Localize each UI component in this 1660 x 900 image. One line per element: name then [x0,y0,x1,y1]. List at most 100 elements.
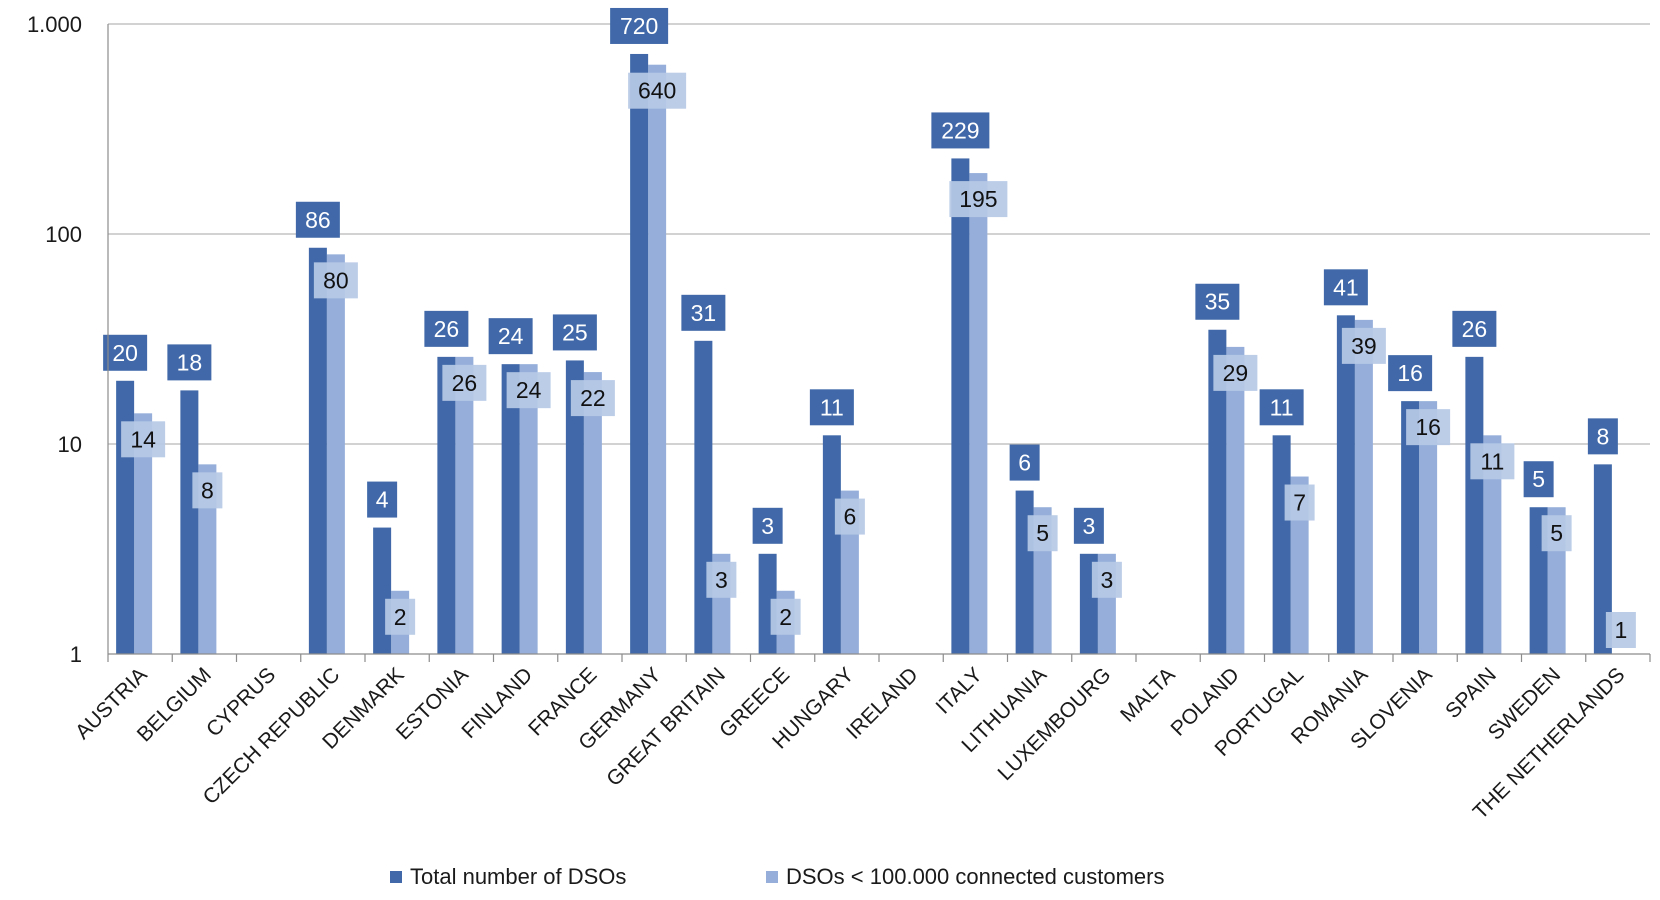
y-axis-ticks: 1 10 100 1.000 [27,12,82,667]
data-label-total: 18 [177,349,203,375]
bar-total-dsos [822,435,841,654]
bar-total-dsos [951,158,970,654]
data-label-small: 640 [638,78,676,104]
bar-small-dsos [969,173,988,655]
data-label-total: 25 [562,319,588,345]
data-label-total: 26 [434,316,460,342]
label-box-small [770,598,801,635]
data-label-total: 24 [498,323,524,349]
data-label-total: 5 [1532,466,1545,492]
data-label-total: 11 [820,394,844,420]
data-labels: 2014188868042262624242522720640313321162… [103,7,1636,648]
label-box-small [385,598,416,635]
label-box-total [1523,461,1554,498]
bar-total-dsos [437,356,456,654]
data-label-small: 26 [452,370,478,396]
bar-total-dsos [180,390,199,654]
category-label: LUXEMBOURG [994,663,1116,785]
label-box-total [931,112,990,149]
y-tick-label: 1 [70,642,82,667]
bar-small-dsos [648,64,667,654]
label-box-total [809,389,854,426]
bar-small-dsos [1419,401,1438,654]
label-box-total [103,334,148,371]
bar-total-dsos [1465,356,1484,654]
label-box-total [1195,283,1240,320]
label-box-small [313,262,358,299]
data-label-small: 2 [394,604,407,630]
label-box-total [1009,444,1040,481]
bar-small-dsos [519,364,538,654]
label-box-total [1073,507,1104,544]
bar-small-dsos [1354,319,1373,654]
data-label-total: 26 [1462,316,1488,342]
label-box-total [167,344,212,381]
data-label-small: 29 [1223,360,1249,386]
legend-label-small: DSOs < 100.000 connected customers [786,864,1165,889]
label-box-small [121,421,166,458]
label-box-total [1587,418,1618,455]
label-box-total [1452,310,1497,347]
label-box-small [628,72,687,109]
label-box-small [706,561,737,598]
bar-total-dsos [1015,490,1034,654]
data-label-total: 31 [691,300,717,326]
category-label: MALTA [1116,663,1180,727]
label-box-total [1388,355,1433,392]
data-label-small: 3 [1100,567,1113,593]
label-box-small [1541,515,1572,552]
label-box-small [192,472,223,509]
data-label-small: 1 [1614,617,1627,643]
y-tick-label: 10 [58,432,82,457]
y-tick-label: 100 [45,222,82,247]
bar-total-dsos [1593,464,1612,654]
category-label: FINLAND [457,663,537,743]
label-box-small [1406,409,1451,446]
data-label-small: 5 [1550,520,1563,546]
label-box-total [488,318,533,355]
data-label-total: 35 [1205,289,1231,315]
data-label-small: 7 [1293,490,1306,516]
label-box-small [834,498,865,535]
data-label-small: 80 [323,267,349,293]
bar-total-dsos [1336,315,1355,654]
data-label-total: 720 [620,13,658,39]
data-label-small: 195 [959,186,997,212]
label-box-small [442,364,487,401]
data-label-small: 3 [715,567,728,593]
bar-total-dsos [694,340,713,654]
bar-small-dsos [1483,435,1502,654]
bar-small-dsos [198,464,217,654]
data-label-total: 4 [376,487,389,513]
legend-item-total: Total number of DSOs [390,862,626,892]
bar-total-dsos [1272,435,1291,654]
data-label-small: 5 [1036,520,1049,546]
label-box-total [1323,269,1368,306]
legend-swatch-small [766,871,778,883]
label-box-small [1605,612,1636,648]
bar-total-dsos [373,527,392,654]
bar-small-dsos [1226,346,1245,654]
label-box-total [367,481,398,518]
label-box-small [1470,443,1515,480]
bar-small-dsos [455,356,474,654]
label-box-total [610,7,669,44]
category-label: GREAT BRITAIN [602,663,730,791]
bar-small-dsos [1290,476,1309,654]
label-box-total [552,314,597,351]
bar-small-dsos [134,413,153,654]
data-label-total: 229 [941,117,979,143]
label-box-small [1027,515,1058,552]
data-label-small: 2 [779,604,792,630]
label-box-small [949,181,1008,218]
data-label-total: 11 [1270,394,1294,420]
bar-small-dsos [583,372,602,654]
legend-item-small: DSOs < 100.000 connected customers [766,862,1165,892]
data-label-total: 3 [1082,513,1095,539]
y-tick-label: 1.000 [27,12,82,37]
label-box-small [1091,561,1122,598]
data-label-small: 39 [1351,333,1377,359]
bar-total-dsos [308,247,327,655]
label-box-small [1341,327,1386,364]
